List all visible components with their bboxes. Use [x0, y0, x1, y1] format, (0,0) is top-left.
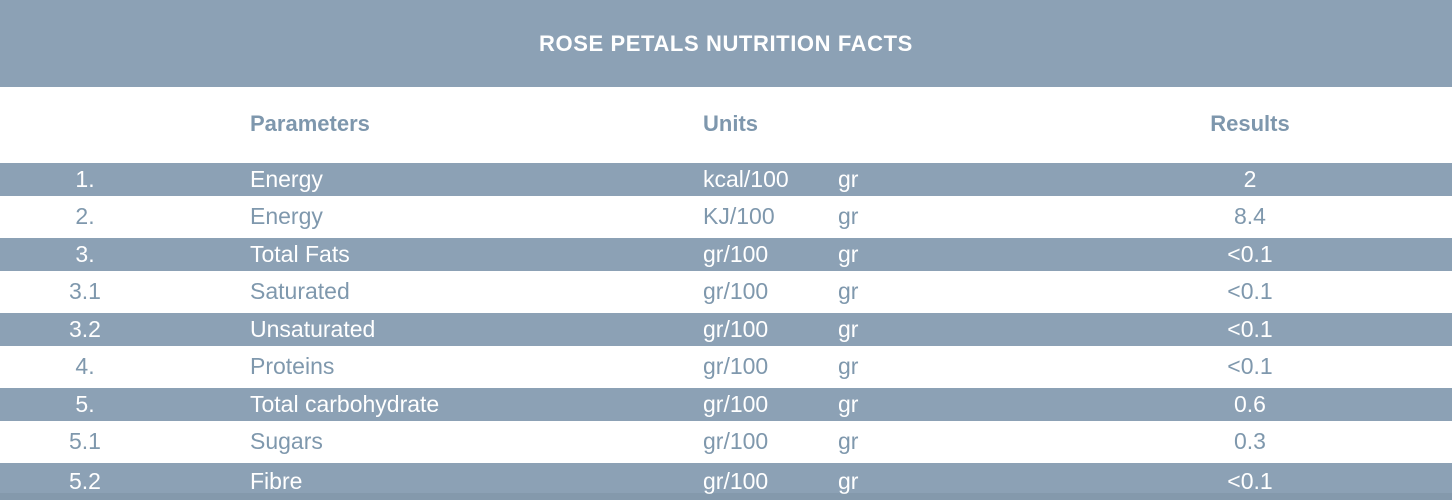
- row-unit-cell: kcal/100: [703, 165, 789, 192]
- table-row: 2. Energy KJ/100 gr 8.4: [0, 197, 1452, 235]
- row-number-cell: 1.: [75, 165, 95, 192]
- row-parameter-cell: Energy: [250, 165, 323, 192]
- row-parameter-cell: Total Fats: [250, 240, 350, 267]
- row-parameter-cell: Total carbohydrate: [250, 390, 440, 417]
- row-unit-cell: gr/100: [703, 277, 769, 304]
- row-number-cell: 5.: [75, 390, 95, 417]
- table-row: 5. Total carbohydrate gr/100 gr 0.6: [0, 385, 1452, 423]
- row-number-cell: 3.: [75, 240, 95, 267]
- row-result-cell: <0.1: [1227, 352, 1273, 379]
- table-row: 4. Proteins gr/100 gr <0.1: [0, 347, 1452, 385]
- row-number-cell: 5.1: [69, 427, 101, 454]
- row-unit-cell: gr/100: [703, 468, 769, 494]
- row-result-cell: <0.1: [1227, 240, 1273, 267]
- column-header-units: Units: [703, 110, 758, 136]
- row-gram-unit-cell: gr: [838, 352, 859, 379]
- column-header-parameters: Parameters: [250, 110, 370, 136]
- row-result-cell: <0.1: [1227, 315, 1273, 342]
- row-number-cell: 4.: [75, 352, 95, 379]
- row-gram-unit-cell: gr: [838, 390, 859, 417]
- row-gram-unit-cell: gr: [838, 165, 859, 192]
- row-gram-unit-cell: gr: [838, 315, 859, 342]
- row-number-cell: 3.1: [69, 277, 101, 304]
- row-parameter-cell: Fibre: [250, 468, 303, 494]
- row-gram-unit-cell: gr: [838, 240, 859, 267]
- row-number-cell: 5.2: [69, 468, 101, 494]
- table-row: 3.1 Saturated gr/100 gr <0.1: [0, 272, 1452, 310]
- row-result-cell: 0.3: [1234, 427, 1266, 454]
- table-row: 3.2 Unsaturated gr/100 gr <0.1: [0, 310, 1452, 348]
- table-row: 1. Energy kcal/100 gr 2: [0, 160, 1452, 198]
- row-parameter-cell: Proteins: [250, 352, 335, 379]
- row-result-cell: 2: [1243, 165, 1257, 192]
- row-parameter-cell: Unsaturated: [250, 315, 376, 342]
- page-title: ROSE PETALS NUTRITION FACTS: [539, 30, 913, 56]
- row-number-cell: 2.: [75, 202, 95, 229]
- row-gram-unit-cell: gr: [838, 277, 859, 304]
- row-unit-cell: gr/100: [703, 390, 769, 417]
- row-result-cell: <0.1: [1227, 468, 1273, 494]
- row-gram-unit-cell: gr: [838, 202, 859, 229]
- table-row: 3. Total Fats gr/100 gr <0.1: [0, 235, 1452, 273]
- column-header-results: Results: [1210, 110, 1290, 136]
- row-gram-unit-cell: gr: [838, 427, 859, 454]
- row-result-cell: <0.1: [1227, 277, 1273, 304]
- row-parameter-cell: Sugars: [250, 427, 323, 454]
- row-unit-cell: KJ/100: [703, 202, 775, 229]
- row-result-cell: 0.6: [1234, 390, 1266, 417]
- row-unit-cell: gr/100: [703, 427, 769, 454]
- row-unit-cell: gr/100: [703, 315, 769, 342]
- title-bar: ROSE PETALS NUTRITION FACTS: [0, 0, 1452, 87]
- row-unit-cell: gr/100: [703, 240, 769, 267]
- table-row: 5.1 Sugars gr/100 gr 0.3: [0, 422, 1452, 460]
- table-row: 5.2 Fibre gr/100 gr <0.1: [0, 460, 1452, 500]
- row-number-cell: 3.2: [69, 315, 101, 342]
- row-result-cell: 8.4: [1234, 202, 1266, 229]
- row-unit-cell: gr/100: [703, 352, 769, 379]
- row-parameter-cell: Energy: [250, 202, 323, 229]
- table-header-row: Parameters Units Results: [0, 87, 1452, 160]
- table-body: 1. Energy kcal/100 gr 2 2. Energy KJ/100…: [0, 160, 1452, 500]
- row-gram-unit-cell: gr: [838, 468, 859, 494]
- row-parameter-cell: Saturated: [250, 277, 350, 304]
